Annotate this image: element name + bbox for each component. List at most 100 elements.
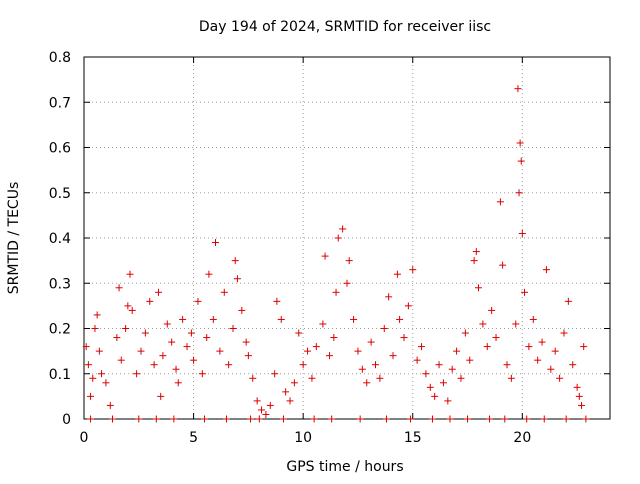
data-point — [514, 85, 522, 93]
data-point — [334, 234, 342, 242]
data-point — [220, 288, 228, 296]
data-point — [271, 370, 279, 378]
data-point — [325, 352, 333, 360]
data-point — [229, 325, 237, 332]
data-point — [457, 374, 465, 382]
data-point — [205, 270, 213, 278]
data-point — [308, 374, 316, 382]
x-tick-label: 15 — [404, 430, 422, 446]
data-point — [137, 347, 145, 355]
data-point — [152, 415, 160, 423]
y-tick-label: 0.2 — [49, 322, 71, 338]
data-point — [339, 225, 347, 233]
data-point — [393, 270, 401, 278]
data-point — [422, 370, 430, 378]
data-point — [247, 415, 255, 423]
data-point — [203, 334, 211, 342]
y-tick-label: 0.6 — [49, 141, 71, 157]
data-point — [446, 415, 454, 423]
data-point — [515, 189, 523, 197]
x-tick-label: 0 — [80, 430, 89, 446]
y-tick-label: 0.7 — [49, 95, 71, 111]
data-point — [426, 383, 434, 391]
data-point — [277, 315, 285, 323]
data-points — [82, 85, 590, 423]
data-point — [499, 261, 507, 269]
data-point — [212, 239, 219, 247]
y-axis-title: SRMTID / TECUs — [6, 182, 22, 295]
data-point — [321, 252, 329, 260]
y-tick-label: 0.3 — [49, 276, 71, 292]
data-point — [279, 415, 287, 423]
data-point — [562, 415, 570, 423]
data-point — [389, 352, 397, 360]
data-point — [501, 415, 509, 423]
data-point — [87, 415, 95, 423]
data-point — [407, 415, 415, 423]
data-point — [84, 361, 92, 369]
data-point — [258, 406, 266, 414]
data-point — [209, 315, 217, 323]
data-point — [133, 370, 141, 378]
data-point — [231, 257, 239, 265]
data-point — [404, 302, 412, 310]
data-point — [488, 306, 496, 314]
data-point — [102, 379, 110, 387]
data-point — [363, 379, 371, 387]
data-point — [115, 284, 123, 292]
data-point — [330, 334, 338, 342]
y-tick-label: 0.8 — [49, 50, 71, 66]
data-point — [472, 248, 480, 256]
data-point — [117, 356, 125, 364]
data-point — [170, 415, 178, 423]
data-point — [128, 306, 136, 314]
data-point — [155, 288, 163, 296]
data-point — [126, 270, 134, 278]
data-point — [435, 361, 443, 369]
data-point — [470, 257, 478, 265]
data-point — [82, 343, 90, 351]
data-point — [198, 370, 206, 378]
data-point — [201, 415, 209, 423]
data-point — [244, 352, 252, 360]
data-point — [319, 320, 327, 328]
data-point — [582, 415, 590, 423]
data-point — [534, 356, 542, 364]
data-point — [310, 415, 318, 423]
data-point — [396, 315, 404, 323]
data-point — [312, 343, 320, 351]
x-tick-label: 10 — [294, 430, 312, 446]
data-point — [113, 334, 121, 342]
data-point — [521, 288, 529, 296]
data-point — [367, 338, 375, 346]
data-point — [290, 379, 298, 387]
data-point — [187, 329, 195, 337]
data-point — [304, 347, 312, 355]
data-point — [93, 311, 101, 319]
data-point — [98, 370, 106, 378]
y-tick-label: 0.4 — [49, 231, 71, 247]
data-point — [159, 352, 167, 360]
data-point — [299, 361, 307, 369]
data-point — [512, 320, 520, 328]
y-tick-label: 0.1 — [49, 367, 71, 383]
x-tick-labels: 0 5 10 15 20 — [80, 430, 532, 446]
data-point — [538, 338, 546, 346]
data-point — [529, 315, 537, 323]
data-point — [174, 379, 182, 387]
data-point — [444, 397, 452, 405]
data-point — [376, 374, 384, 382]
data-point — [580, 343, 588, 351]
data-point — [578, 401, 586, 409]
data-point — [255, 415, 263, 423]
data-point — [560, 329, 568, 337]
data-point — [464, 415, 472, 423]
data-point — [122, 325, 130, 332]
data-point — [461, 329, 469, 337]
data-point — [168, 338, 176, 346]
data-point — [345, 257, 353, 265]
data-point — [448, 365, 456, 373]
grid-lines — [84, 57, 610, 419]
data-point — [242, 338, 250, 346]
